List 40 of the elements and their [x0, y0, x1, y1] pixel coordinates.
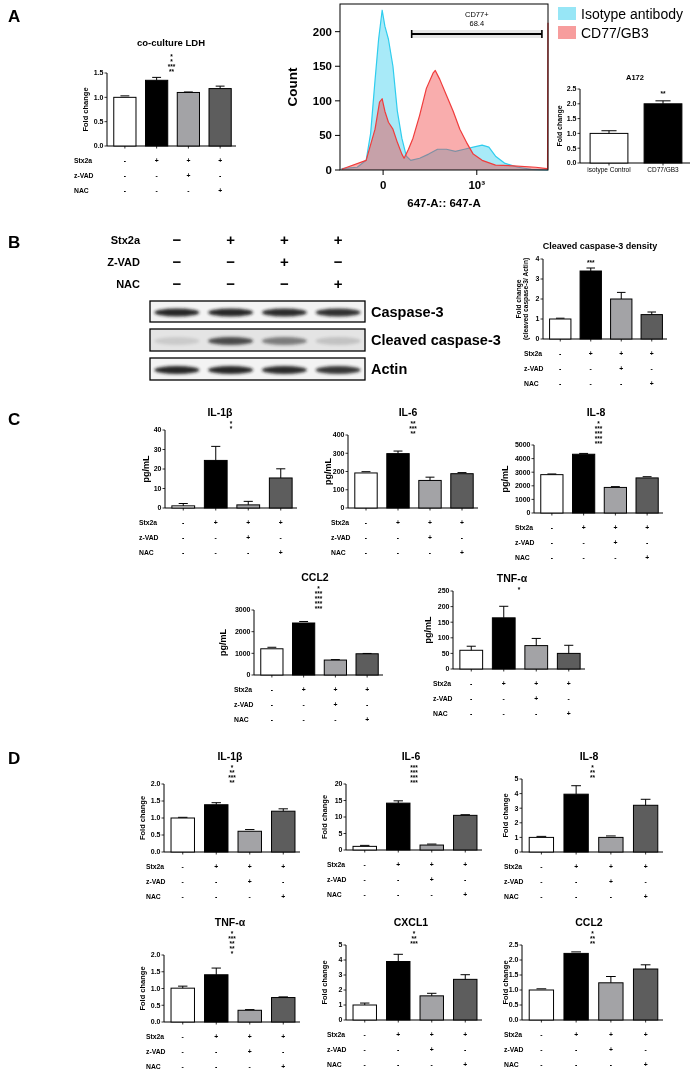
text: Cleaved caspase-3 — [371, 332, 501, 349]
chart-title: co-culture LDH — [136, 37, 206, 48]
chart-title: IL-8 — [579, 750, 599, 762]
y-axis-title: pg/mL — [423, 616, 433, 644]
y-tick-label: 100 — [312, 94, 332, 107]
text: Stx2a Z-VAD NAC — [107, 234, 141, 290]
x-axis-title: 647-A:: 647-A — [407, 197, 481, 209]
category-label: + − − — [226, 231, 236, 292]
legend-label: CD77/GB3 — [581, 24, 649, 41]
category-label: − − − — [172, 231, 182, 292]
y-axis-title: Count — [284, 67, 300, 107]
x-tick-label: 0 — [379, 179, 387, 191]
chart-title: TNF-α — [214, 916, 246, 928]
y-tick-label: 150 — [312, 60, 332, 73]
text: B — [8, 233, 21, 252]
y-axis-title: pg/mL — [323, 457, 333, 485]
y-axis-title: pg/mL — [141, 455, 151, 483]
text: Caspase-3 — [371, 303, 444, 320]
y-tick-label: 50 — [319, 129, 332, 142]
chart-title: CCL2 — [301, 571, 329, 583]
chart-title: TNF-α — [496, 572, 528, 584]
y-axis-title: pg/mL — [218, 628, 228, 656]
chart-title: IL-1β — [207, 406, 234, 418]
chart-title: CCL2 — [575, 916, 603, 928]
chart-title: IL-6 — [398, 406, 418, 418]
text: C — [8, 410, 21, 429]
chart-title: IL-6 — [401, 750, 421, 762]
text: Actin — [371, 361, 408, 378]
category-label: + − + — [333, 231, 343, 292]
chart-title: CXCL1 — [393, 916, 429, 928]
chart-title: IL-1β — [217, 750, 244, 762]
x-tick-label: 10³ — [468, 179, 486, 191]
y-axis-title: pg/mL — [500, 465, 510, 493]
chart-title: Cleaved caspase-3 density — [542, 241, 658, 251]
text: A — [8, 7, 21, 26]
y-tick-label: 200 — [312, 25, 332, 38]
legend-label: Isotype antibody — [581, 5, 683, 22]
chart-title: IL-8 — [586, 406, 606, 418]
category-label: + + − — [279, 231, 289, 292]
text: D — [8, 749, 21, 768]
